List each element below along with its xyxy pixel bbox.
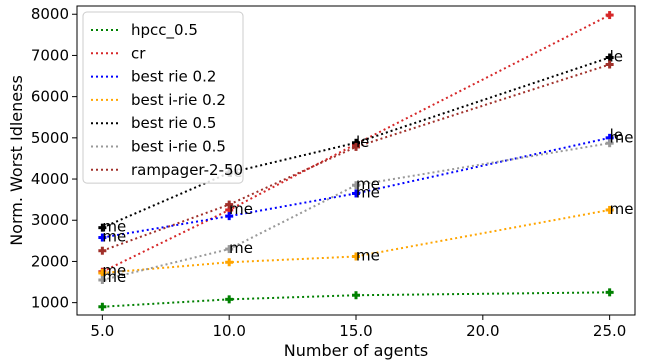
data-point <box>225 205 234 214</box>
point-annotation: le <box>356 133 369 151</box>
legend-item: best rie 0.5 <box>91 114 216 132</box>
y-tick-label: 3000 <box>31 211 69 229</box>
annotation-layer: memememelememelemememelelememe <box>102 48 633 286</box>
legend-label: rampager-2-50 <box>131 161 243 179</box>
y-tick-label: 6000 <box>31 88 69 106</box>
x-tick-label: 25.0 <box>593 322 626 340</box>
point-annotation: me <box>356 246 380 264</box>
legend-item: best i-rie 0.2 <box>91 91 226 109</box>
y-tick-label: 8000 <box>31 5 69 23</box>
data-point <box>605 205 614 214</box>
y-tick-label: 1000 <box>31 294 69 312</box>
x-tick-label: 10.0 <box>212 322 245 340</box>
legend-item: hpcc_0.5 <box>91 21 198 40</box>
legend-label: best rie 0.5 <box>131 114 216 132</box>
data-point <box>225 245 234 254</box>
data-point <box>98 268 107 277</box>
data-point <box>352 138 360 147</box>
point-annotation: me <box>102 268 126 286</box>
legend-label: best rie 0.2 <box>131 68 216 86</box>
x-tick-label: 15.0 <box>339 322 372 340</box>
data-point <box>352 189 360 198</box>
x-axis: 5.0 10.0 15.0 20.0 25.0 <box>90 315 626 340</box>
data-point <box>352 142 360 151</box>
y-tick-label: 5000 <box>31 129 69 147</box>
series-line <box>101 14 611 273</box>
data-point <box>605 139 614 148</box>
y-tick-label: 4000 <box>31 170 69 188</box>
legend-item: best i-rie 0.5 <box>91 138 226 156</box>
legend-item: cr <box>91 44 146 62</box>
series-best-i-rie-0-2 <box>98 205 614 277</box>
series-line <box>102 142 610 281</box>
data-point <box>605 53 614 62</box>
point-annotation: me <box>610 200 634 218</box>
point-annotation: me <box>102 262 126 280</box>
legend-label: best i-rie 0.2 <box>131 91 226 109</box>
point-annotation: me <box>102 228 126 246</box>
data-point <box>352 181 360 190</box>
data-point <box>98 302 107 311</box>
legend-item: rampager-2-50 <box>91 161 243 179</box>
series-layer <box>98 11 614 311</box>
point-annotation: me <box>102 218 126 236</box>
data-point <box>98 223 107 232</box>
series-line <box>102 208 610 274</box>
series-best-i-rie-0-5 <box>98 139 614 284</box>
point-annotation: le <box>610 126 623 144</box>
data-point <box>352 252 360 261</box>
data-point <box>605 288 614 297</box>
x-tick-label: 5.0 <box>90 322 114 340</box>
y-axis: 1000 2000 3000 4000 5000 6000 7000 8000 <box>31 5 77 312</box>
legend-label: cr <box>131 44 146 62</box>
point-annotation: me <box>610 129 634 147</box>
data-point <box>225 212 234 221</box>
legend-label: best i-rie 0.5 <box>131 138 226 156</box>
x-tick-label: 20.0 <box>466 322 499 340</box>
data-point <box>225 200 234 209</box>
point-annotation: me <box>229 239 253 257</box>
data-point <box>352 291 360 300</box>
legend-box <box>82 11 244 184</box>
data-point <box>605 60 614 69</box>
x-axis-label: Number of agents <box>284 341 428 360</box>
legend-item: best rie 0.2 <box>91 68 216 86</box>
legend: hpcc_0.5cr best rie 0.2 best i-rie 0.2 best… <box>82 11 244 184</box>
data-point <box>98 246 107 255</box>
series-rampager-2-50 <box>98 60 614 255</box>
data-point <box>98 233 107 242</box>
point-annotation: me <box>229 200 253 218</box>
point-annotation: me <box>356 183 380 201</box>
y-tick-label: 7000 <box>31 46 69 64</box>
series-line <box>102 291 610 308</box>
y-axis-label: Norm. Worst Idleness <box>7 75 26 246</box>
data-point <box>605 133 614 142</box>
point-annotation: le <box>610 48 623 66</box>
data-point <box>225 295 234 304</box>
series-best-rie-0-2 <box>98 133 614 242</box>
data-point <box>225 258 234 267</box>
data-point <box>605 11 614 20</box>
legend-label: hpcc_0.5 <box>131 21 198 40</box>
series-hpcc-0-5 <box>98 288 614 311</box>
y-tick-label: 2000 <box>31 252 69 270</box>
data-point <box>98 275 107 284</box>
point-annotation: me <box>356 175 380 193</box>
